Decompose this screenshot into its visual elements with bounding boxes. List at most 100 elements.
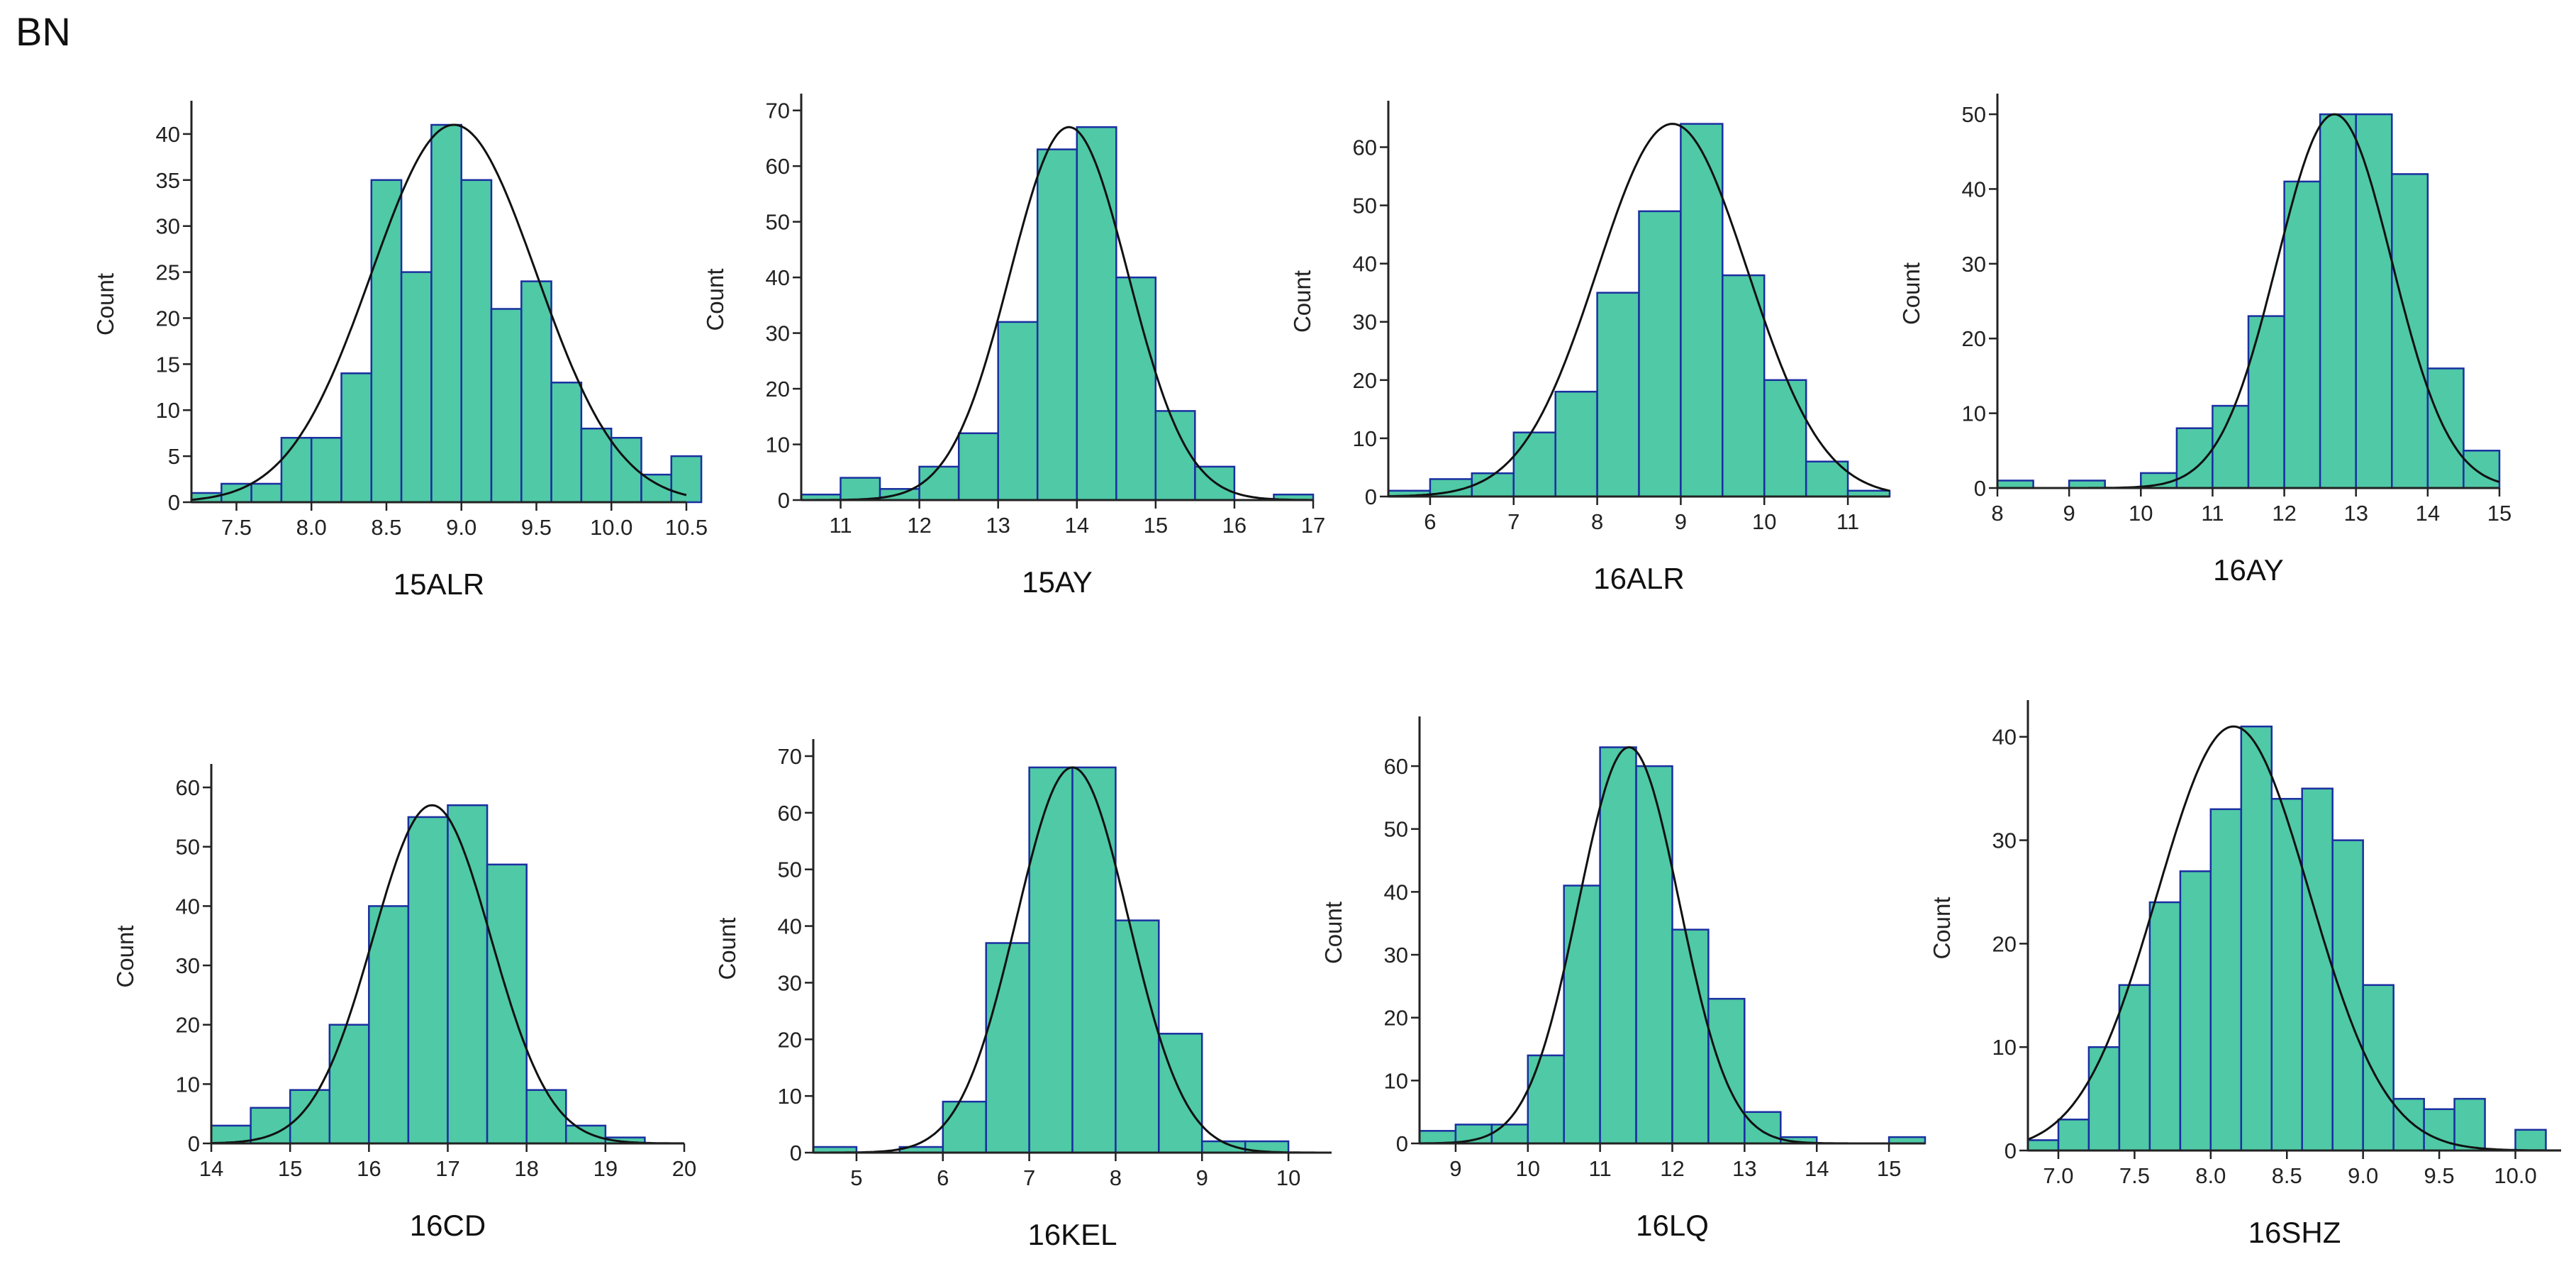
y-tick-label: 10 bbox=[1992, 1035, 2017, 1060]
y-tick-label: 60 bbox=[778, 801, 802, 826]
y-tick-label: 30 bbox=[766, 321, 790, 346]
panel-title: 16LQ bbox=[1636, 1209, 1709, 1242]
histogram-bar bbox=[520, 280, 552, 504]
histogram-bar bbox=[340, 372, 373, 504]
x-tick-label: 10 bbox=[1516, 1156, 1540, 1181]
histogram-bar bbox=[1722, 274, 1766, 498]
panel-title: 16KEL bbox=[1027, 1218, 1117, 1251]
histogram-bar bbox=[1036, 148, 1078, 501]
histogram-bar bbox=[1527, 1054, 1565, 1145]
histogram-15ALR: 0 5 10 15 20 25 30 35 40 7.5 8.0 8.5 9.0 9.5 10.0 10.5 C… bbox=[92, 101, 708, 601]
y-axis-title: Count bbox=[112, 925, 138, 987]
x-tick-label: 15 bbox=[2487, 501, 2511, 526]
y-tick-label: 50 bbox=[1353, 194, 1377, 218]
histogram-16ALR: 0 10 20 30 40 50 60 6 7 8 9 10 11 Count 16ALR bbox=[1289, 101, 1891, 595]
y-tick-label: 20 bbox=[176, 1013, 200, 1038]
x-tick-label: 8.5 bbox=[371, 515, 401, 540]
y-tick-label: 10 bbox=[1353, 426, 1377, 451]
x-tick-label: 12 bbox=[2272, 501, 2296, 526]
histogram-bar bbox=[1680, 123, 1724, 498]
y-tick-label: 60 bbox=[176, 775, 200, 800]
histogram-bar bbox=[1638, 210, 1682, 498]
panel-title: 15AY bbox=[1022, 565, 1093, 599]
y-axis-title: Count bbox=[1898, 262, 1924, 325]
histogram-bar bbox=[2247, 315, 2285, 489]
histogram-bar bbox=[310, 436, 342, 504]
y-tick-label: 50 bbox=[1384, 817, 1408, 842]
x-tick-label: 8 bbox=[1991, 501, 2003, 526]
y-tick-label: 30 bbox=[156, 214, 180, 239]
histogram-bar bbox=[2026, 1139, 2060, 1152]
y-tick-label: 60 bbox=[1353, 135, 1377, 160]
y-axis-title: Count bbox=[1929, 897, 1955, 959]
x-tick-label: 11 bbox=[1589, 1156, 1612, 1181]
histogram-bar bbox=[407, 816, 449, 1145]
y-tick-label: 10 bbox=[176, 1072, 200, 1097]
figure-panel-label: BN bbox=[16, 9, 71, 54]
x-tick-label: 9.5 bbox=[2424, 1163, 2455, 1188]
y-tick-label: 10 bbox=[1962, 401, 1986, 426]
y-axis-title: Count bbox=[92, 273, 118, 336]
histogram-bar bbox=[1671, 928, 1710, 1145]
y-tick-label: 40 bbox=[1992, 725, 2017, 750]
x-tick-label: 10 bbox=[1752, 509, 1776, 534]
y-tick-label: 40 bbox=[766, 265, 790, 290]
histogram-bar bbox=[2148, 901, 2182, 1152]
y-axis-title: Count bbox=[702, 268, 728, 331]
histogram-bar bbox=[486, 863, 528, 1145]
panel-title: 16CD bbox=[410, 1209, 486, 1242]
x-tick-label: 19 bbox=[593, 1156, 618, 1181]
histogram-bar bbox=[918, 465, 960, 501]
histogram-bar bbox=[2453, 1097, 2486, 1152]
histogram-bar bbox=[1635, 765, 1673, 1145]
histogram-15AY: 0 10 20 30 40 50 60 70 11 12 13 14 15 16 17 Count 15AY bbox=[702, 94, 1325, 599]
y-tick-label: 40 bbox=[176, 894, 200, 919]
x-tick-label: 9 bbox=[1449, 1156, 1461, 1181]
x-tick-label: 8.5 bbox=[2272, 1163, 2302, 1188]
y-tick-label: 20 bbox=[1353, 368, 1377, 393]
histogram-bar bbox=[2179, 870, 2212, 1152]
y-axis-title: Count bbox=[1320, 902, 1346, 964]
histogram-bar bbox=[2240, 725, 2273, 1152]
x-tick-label: 14 bbox=[199, 1156, 223, 1181]
histogram-bar bbox=[370, 179, 403, 504]
histogram-bar bbox=[2057, 1119, 2090, 1152]
normal-fit-curve bbox=[211, 804, 684, 1145]
histogram-bar bbox=[2362, 984, 2394, 1152]
y-tick-label: 30 bbox=[1353, 310, 1377, 335]
y-tick-label: 30 bbox=[176, 953, 200, 978]
y-tick-label: 20 bbox=[778, 1027, 802, 1052]
x-tick-label: 13 bbox=[2343, 501, 2368, 526]
histogram-bar bbox=[289, 1089, 331, 1145]
panel-title: 16ALR bbox=[1593, 562, 1684, 595]
histogram-bar bbox=[1115, 919, 1160, 1154]
normal-fit-curve bbox=[801, 126, 1313, 501]
histogram-bar bbox=[2392, 1097, 2425, 1152]
y-tick-label: 60 bbox=[1384, 754, 1408, 779]
x-tick-label: 8 bbox=[1591, 509, 1603, 534]
x-tick-label: 7.0 bbox=[2043, 1163, 2073, 1188]
histogram-bar bbox=[280, 436, 313, 504]
x-tick-label: 15 bbox=[1144, 513, 1168, 538]
panel-title: 16SHZ bbox=[2248, 1216, 2341, 1249]
histogram-bar bbox=[1490, 1124, 1529, 1145]
histogram-bar bbox=[1996, 479, 2034, 489]
histogram-bar bbox=[1071, 766, 1117, 1154]
histogram-bar bbox=[2423, 1108, 2455, 1152]
histogram-bar bbox=[1471, 472, 1515, 498]
histogram-16LQ: 0 10 20 30 40 50 60 9 10 11 12 13 14 15 Count 16LQ bbox=[1320, 716, 1927, 1242]
x-tick-label: 10.0 bbox=[2494, 1163, 2536, 1188]
y-tick-label: 20 bbox=[766, 377, 790, 401]
histogram-bar bbox=[565, 1124, 607, 1145]
x-tick-label: 14 bbox=[2416, 501, 2440, 526]
x-tick-label: 14 bbox=[1805, 1156, 1829, 1181]
histogram-bar bbox=[430, 123, 462, 504]
y-axis-title: Count bbox=[714, 917, 740, 980]
histogram-bar bbox=[2355, 113, 2393, 489]
histogram-bar bbox=[1076, 126, 1117, 501]
x-tick-label: 15 bbox=[1877, 1156, 1901, 1181]
y-tick-label: 70 bbox=[766, 99, 790, 123]
y-tick-label: 50 bbox=[1962, 102, 1986, 127]
histogram-bar bbox=[250, 482, 283, 504]
x-tick-label: 7.5 bbox=[2119, 1163, 2150, 1188]
